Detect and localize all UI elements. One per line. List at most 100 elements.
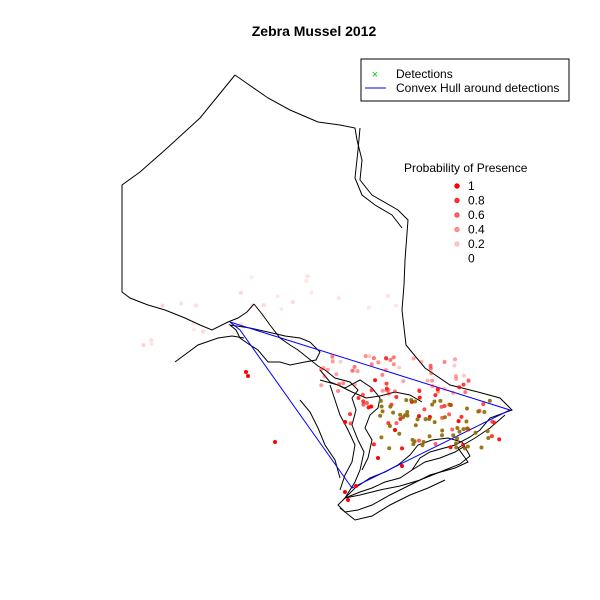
probability-legend-label: 0.8 (468, 194, 485, 208)
presence-point (391, 362, 396, 367)
presence-point (394, 394, 399, 399)
legend-hull-label: Convex Hull around detections (396, 81, 559, 95)
presence-point (387, 446, 392, 451)
presence-point (376, 360, 381, 365)
presence-point (442, 386, 447, 391)
presence-point (348, 412, 353, 417)
presence-point (200, 329, 205, 334)
presence-point (486, 436, 491, 441)
presence-point (448, 445, 453, 450)
presence-point (392, 355, 397, 360)
presence-point (440, 428, 445, 433)
presence-point (380, 372, 385, 377)
presence-point (435, 387, 440, 392)
presence-point (364, 400, 369, 405)
probability-legend-marker (454, 226, 460, 233)
presence-point (380, 388, 385, 393)
presence-point (462, 446, 467, 451)
presence-point (352, 382, 357, 387)
presence-point (330, 353, 335, 358)
presence-point (454, 445, 459, 450)
presence-point (409, 398, 414, 403)
presence-point (479, 445, 484, 450)
presence-point (440, 433, 445, 438)
presence-point (373, 378, 378, 383)
presence-point (319, 383, 324, 388)
presence-point (490, 419, 495, 424)
presence-point (420, 443, 425, 448)
presence-point (463, 390, 468, 395)
presence-point (354, 484, 358, 488)
presence-point (430, 402, 435, 407)
presence-point (421, 440, 426, 445)
presence-point (321, 365, 326, 370)
presence-point (397, 431, 402, 436)
presence-point (430, 378, 435, 383)
presence-point (411, 356, 416, 361)
presence-point (191, 321, 196, 326)
presence-point (309, 290, 314, 295)
probability-legend-marker (454, 183, 460, 189)
presence-point (330, 359, 335, 364)
presence-point (447, 402, 452, 407)
presence-point (442, 359, 447, 364)
presence-point (417, 395, 422, 400)
presence-point (379, 404, 384, 409)
presence-point (439, 404, 444, 409)
presence-point (384, 381, 389, 386)
presence-point (391, 355, 396, 360)
probability-legend-marker (454, 212, 460, 218)
presence-point (350, 368, 355, 373)
presence-point (336, 296, 341, 301)
presence-point (378, 398, 383, 403)
presence-point (260, 312, 265, 317)
presence-point (433, 393, 438, 398)
presence-point (466, 379, 471, 384)
presence-point (343, 490, 347, 494)
presence-point (239, 322, 244, 327)
presence-point (387, 423, 392, 428)
presence-point (419, 359, 424, 364)
presence-point (360, 392, 365, 397)
presence-point (385, 293, 390, 298)
presence-point (397, 365, 402, 370)
presence-point (473, 430, 478, 435)
presence-point (334, 372, 339, 377)
presence-point (428, 366, 433, 371)
presence-point (392, 389, 397, 394)
presence-point (384, 356, 389, 361)
probability-legend-label: 0 (468, 252, 475, 266)
presence-point (371, 356, 376, 361)
convex-hull (229, 321, 512, 489)
presence-point (404, 398, 409, 403)
presence-point (442, 415, 447, 420)
presence-point (391, 410, 396, 415)
presence-point (279, 306, 284, 311)
presence-point (438, 398, 443, 403)
presence-point (457, 429, 462, 434)
probability-legend-label: 1 (468, 179, 475, 193)
presence-point (456, 419, 461, 424)
presence-point (361, 399, 366, 404)
presence-point (442, 403, 447, 408)
presence-point (319, 367, 324, 372)
presence-point (461, 373, 466, 378)
presence-point (481, 402, 486, 407)
presence-point (179, 301, 184, 306)
presence-point (249, 275, 254, 280)
presence-point (343, 420, 347, 424)
presence-point (383, 368, 388, 373)
presence-point (355, 369, 360, 374)
presence-point (453, 441, 458, 446)
presence-point (361, 402, 366, 407)
presence-point (369, 362, 374, 367)
presence-point (160, 303, 165, 308)
presence-point (400, 446, 405, 451)
presence-point (351, 368, 356, 373)
probability-legend-label: 0.2 (468, 237, 485, 251)
presence-point (417, 414, 422, 419)
presence-point (413, 399, 418, 404)
presence-point (386, 421, 391, 426)
presence-point (427, 417, 432, 422)
probability-legend-marker (454, 197, 460, 204)
